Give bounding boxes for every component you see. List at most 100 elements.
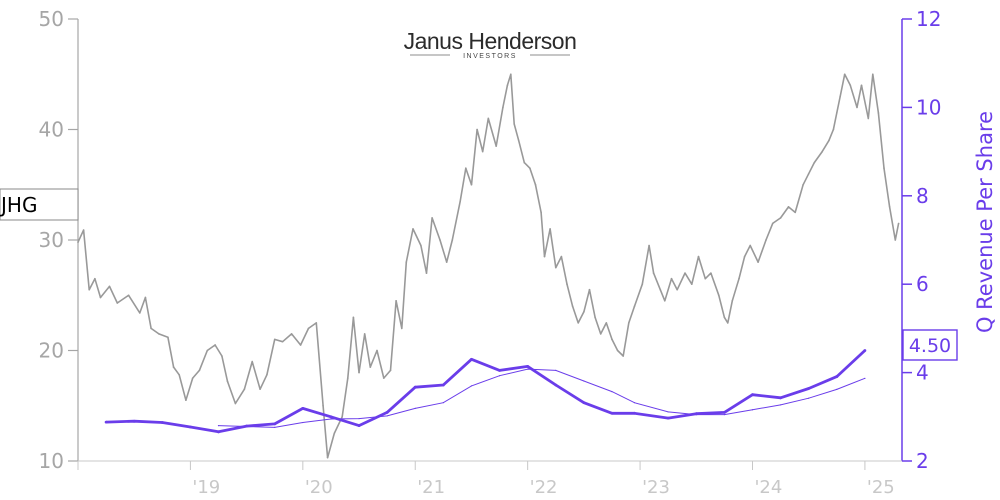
- price-point: [150, 327, 152, 330]
- price-point: [787, 206, 790, 208]
- revenue-average-point: [723, 413, 725, 416]
- price-point: [765, 239, 767, 241]
- price-point: [731, 299, 734, 302]
- price-point: [743, 255, 746, 258]
- price-point: [476, 128, 478, 131]
- price-point: [82, 229, 85, 231]
- price-point: [897, 222, 900, 225]
- price-point: [158, 333, 160, 335]
- revenue-point: [835, 375, 839, 378]
- price-point: [659, 288, 662, 291]
- left-y-ticks: 10 20 30 40 50: [39, 7, 78, 473]
- brand-name: Janus Henderson: [404, 28, 577, 54]
- price-point: [431, 217, 433, 219]
- price-point: [543, 255, 546, 258]
- ticker-label-box: JHG: [0, 188, 79, 221]
- price-point: [517, 139, 520, 142]
- price-point: [439, 239, 441, 241]
- price-point: [127, 294, 130, 297]
- price-point: [206, 349, 209, 352]
- revenue-average-point: [302, 421, 304, 424]
- revenue-point: [273, 422, 277, 426]
- price-point: [888, 206, 891, 208]
- price-point: [749, 244, 752, 247]
- revenue-point: [189, 425, 192, 429]
- revenue-point: [385, 410, 389, 414]
- x-tick-label: '21: [417, 477, 445, 498]
- price-point: [894, 239, 897, 241]
- price-point: [191, 377, 194, 379]
- price-point: [395, 299, 397, 302]
- price-point: [594, 316, 596, 319]
- left-tick-label: 10: [39, 449, 64, 473]
- revenue-average-point: [583, 380, 585, 382]
- revenue-point: [666, 416, 670, 420]
- price-point: [633, 305, 636, 308]
- revenue-average-point: [442, 402, 444, 404]
- revenue-point: [413, 385, 417, 389]
- price-point: [412, 228, 414, 230]
- revenue-average-point: [836, 388, 838, 390]
- price-point: [828, 139, 830, 142]
- price-point: [481, 150, 484, 153]
- price-point: [839, 95, 841, 98]
- x-tick-label: '20: [305, 477, 333, 498]
- price-point: [94, 277, 96, 280]
- price-point: [513, 123, 515, 125]
- price-point: [652, 272, 655, 274]
- price-point: [178, 374, 180, 376]
- right-tick-label: 12: [916, 7, 941, 31]
- revenue-point: [863, 349, 867, 352]
- revenue-average-point: [217, 425, 220, 427]
- price-point: [445, 261, 448, 263]
- price-point: [566, 283, 568, 286]
- price-point: [465, 167, 467, 169]
- price-point: [871, 73, 874, 76]
- price-point: [352, 316, 355, 319]
- revenue-point: [132, 419, 136, 423]
- price-point: [717, 294, 720, 297]
- price-point: [326, 456, 329, 459]
- price-point: [382, 377, 385, 379]
- right-tick-label: 8: [916, 184, 929, 208]
- price-point: [616, 349, 619, 352]
- price-point: [290, 333, 293, 335]
- price-point: [690, 283, 693, 286]
- revenue-average-point: [358, 417, 360, 420]
- price-point: [704, 277, 707, 280]
- price-point: [611, 338, 613, 341]
- revenue-average-point: [527, 368, 529, 370]
- price-point: [509, 73, 512, 76]
- price-point: [259, 388, 261, 390]
- revenue-average-point: [751, 409, 754, 411]
- price-point: [588, 288, 591, 291]
- price-point: [599, 333, 602, 335]
- price-point: [116, 302, 119, 304]
- price-point: [856, 106, 858, 109]
- price-point: [738, 277, 740, 280]
- price-point: [883, 167, 885, 169]
- revenue-point: [357, 424, 361, 428]
- price-point: [622, 355, 625, 357]
- price-point: [605, 322, 608, 324]
- price-point: [77, 241, 79, 244]
- price-point: [243, 388, 246, 390]
- price-point: [144, 296, 147, 299]
- price-point: [821, 150, 823, 153]
- price-point: [549, 228, 551, 230]
- price-point: [389, 369, 392, 372]
- revenue-average-point: [386, 415, 388, 417]
- brand-logo: Janus Henderson INVESTORS: [404, 28, 577, 60]
- price-point: [534, 183, 537, 186]
- price-point: [802, 183, 804, 186]
- price-point: [400, 327, 403, 330]
- revenue-point: [694, 412, 698, 416]
- price-point: [487, 117, 490, 120]
- price-series-line: [77, 73, 900, 459]
- revenue-point: [807, 387, 811, 390]
- price-point: [405, 261, 408, 263]
- series-points: [77, 73, 900, 459]
- revenue-point: [470, 357, 473, 361]
- price-point: [214, 344, 216, 346]
